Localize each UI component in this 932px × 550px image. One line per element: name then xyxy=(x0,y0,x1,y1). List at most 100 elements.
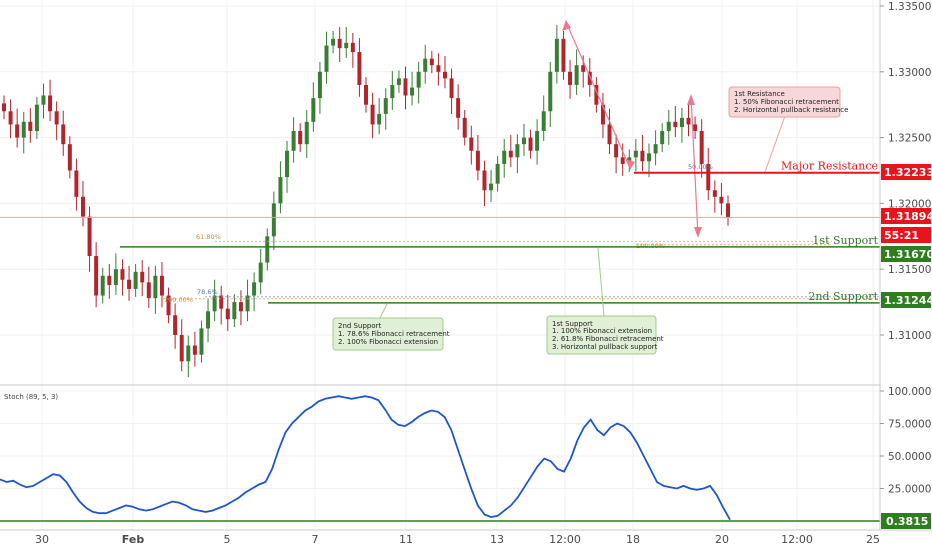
candle-body xyxy=(548,71,553,112)
candle-body xyxy=(561,38,566,72)
price-tag-box xyxy=(881,292,931,308)
time-tick-label: 12:00 xyxy=(549,533,581,546)
candle-body xyxy=(245,295,250,312)
candle-body xyxy=(337,38,342,49)
candle-body xyxy=(54,111,59,125)
candle-body xyxy=(100,275,105,296)
annotation-support-2-line-1: 2nd Support xyxy=(338,322,381,330)
candle-body xyxy=(666,121,671,132)
fib-label: 100.00% xyxy=(636,242,665,250)
candle-body xyxy=(686,117,691,125)
price-tags: 1.32233 1.31894 55:21 1.31670 1.31244 xyxy=(881,164,932,308)
price-tick-label: 1.31000 xyxy=(888,330,931,342)
price-tag-box xyxy=(881,164,931,180)
price-tag-label: 1.32233 xyxy=(884,166,932,179)
annotation-support-1-line-4: 3. Horizontal pullback support xyxy=(552,343,658,351)
candle-body xyxy=(258,262,263,283)
stochastic-line xyxy=(0,395,731,521)
candle-body xyxy=(594,84,599,105)
price-tag-box xyxy=(881,227,931,243)
stochastic-tick-label: 50.0000 xyxy=(888,451,931,463)
candle-body xyxy=(719,196,724,204)
candle-body xyxy=(482,170,487,191)
candle-body xyxy=(41,95,46,105)
time-tick-label: 11 xyxy=(399,533,413,546)
candle-body xyxy=(706,163,711,191)
arrow-head-2-top xyxy=(687,94,695,105)
svg-text:0.3815: 0.3815 xyxy=(886,515,928,528)
time-tick-label: 7 xyxy=(312,533,319,546)
price-tick-label: 1.31500 xyxy=(888,264,931,276)
candle-body xyxy=(120,269,125,280)
candle-body xyxy=(693,124,698,132)
candle-body xyxy=(271,203,276,237)
price-tag-box xyxy=(881,246,931,262)
candle-body xyxy=(317,71,322,99)
stochastic-panel: Stoch (89, 5, 3) xyxy=(0,390,880,522)
candle-body xyxy=(159,275,164,296)
candle-body xyxy=(225,308,230,320)
price-axis: 1.33500 1.33000 1.32500 1.32000 1.31500 1.310… xyxy=(880,1,931,342)
candle-body xyxy=(614,144,619,158)
candle-body xyxy=(653,144,658,154)
support-resistance-levels: Major Resistance 1st Support 2nd Support xyxy=(0,160,880,304)
time-tick-label: 12:00 xyxy=(781,533,813,546)
candle-body xyxy=(8,111,13,125)
candle-body xyxy=(146,282,151,299)
stochastic-grid xyxy=(0,390,880,489)
candle-body xyxy=(350,42,355,53)
time-axis: 30 Feb 5 7 11 13 12:00 18 20 12:00 25 xyxy=(35,533,880,546)
stochastic-axis: 100.0000 75.0000 50.0000 25.0000 xyxy=(880,386,932,496)
candle-body xyxy=(647,153,652,162)
time-tick-label: 25 xyxy=(866,533,880,546)
annotation-resistance-line-1: 1st Resistance xyxy=(734,90,785,98)
fib-label: 78.6% xyxy=(197,288,218,296)
arrow-head-2-bottom xyxy=(694,227,702,238)
candle-body xyxy=(640,150,645,162)
price-tag-box xyxy=(881,208,931,224)
candle-body xyxy=(192,345,197,355)
candle-body xyxy=(633,150,638,158)
time-tick-label: 13 xyxy=(490,533,504,546)
annotation-resistance-box xyxy=(728,86,841,118)
candle-body xyxy=(508,150,513,158)
candle-body xyxy=(410,87,415,96)
candle-body xyxy=(396,78,401,85)
candle-body xyxy=(166,295,171,316)
annotation-resistance-line-2: 1. 50% Fibonacci retracement xyxy=(734,98,839,106)
candle-body xyxy=(206,311,211,329)
fib-label: 100.00% xyxy=(164,296,193,304)
candle-body xyxy=(390,84,395,99)
candle-body xyxy=(179,335,184,362)
candle-body xyxy=(331,38,336,46)
candle-body xyxy=(107,275,112,285)
stochastic-tick-label: 25.0000 xyxy=(888,484,931,496)
candle-body xyxy=(607,124,612,145)
candle-body xyxy=(364,84,368,105)
stochastic-tick-label: 75.0000 xyxy=(888,419,931,431)
candle-body xyxy=(423,58,428,72)
candle-body xyxy=(475,150,480,171)
candle-body xyxy=(357,52,362,85)
price-tag-label: 55:21 xyxy=(884,229,919,242)
candle-body xyxy=(87,216,92,257)
candle-body xyxy=(554,38,559,72)
candle-body xyxy=(568,71,573,85)
candle-body xyxy=(34,104,39,132)
candle-body xyxy=(699,131,704,164)
annotation-support-1-line-1: 1st Support xyxy=(552,320,593,328)
candle-body xyxy=(535,131,540,151)
candle-body xyxy=(304,121,309,145)
candle-body xyxy=(581,65,586,72)
level-label: Major Resistance xyxy=(781,160,878,173)
candle-body xyxy=(456,98,461,118)
candle-body xyxy=(67,144,72,171)
candle-body xyxy=(28,121,33,132)
candle-body xyxy=(94,256,99,296)
annotation-support-1-box xyxy=(546,315,657,355)
annotation-support-1: 1st Support 1. 100% Fibonacci extension … xyxy=(546,247,664,355)
level-label: 1st Support xyxy=(812,234,878,247)
candle-body xyxy=(370,104,375,125)
arrow-down-1 xyxy=(565,21,631,169)
